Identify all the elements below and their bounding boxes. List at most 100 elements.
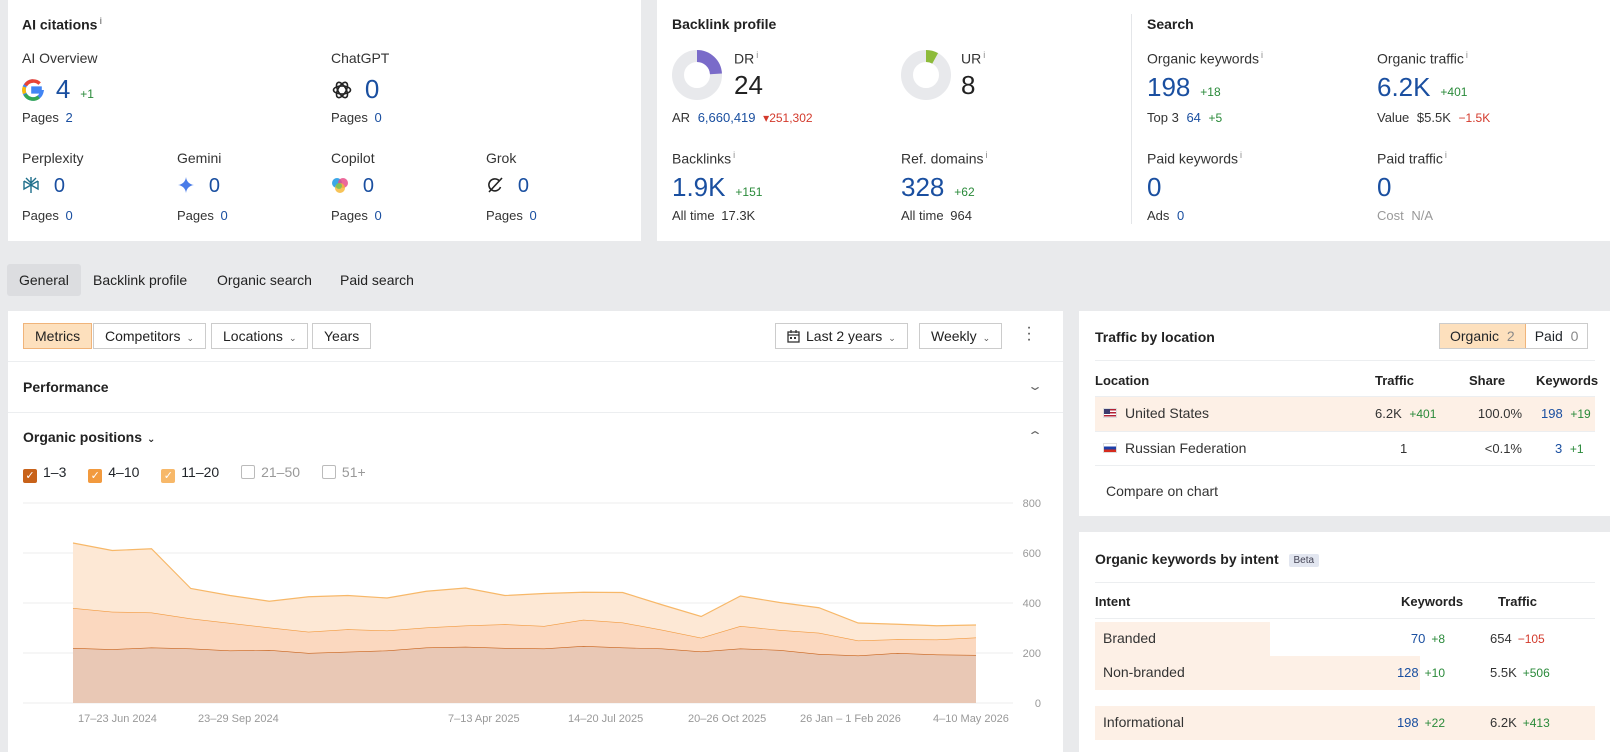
performance-title: Performance xyxy=(23,379,109,395)
checkbox-checked-icon: ✓ xyxy=(23,469,37,483)
gemini-icon xyxy=(177,176,195,197)
copilot-value[interactable]: 0 xyxy=(362,175,375,197)
col-share: Share xyxy=(1469,373,1506,388)
more-options-icon[interactable]: · · · xyxy=(1026,319,1032,348)
filter-metrics-button[interactable]: Metrics xyxy=(23,323,93,349)
ar-value[interactable]: 6,660,419 xyxy=(697,110,756,125)
top3-value[interactable]: 64 xyxy=(1186,110,1201,125)
ur-donut xyxy=(901,50,951,100)
gemini-pages-link[interactable]: 0 xyxy=(220,208,228,223)
top3-row: Top 3 64 +5 xyxy=(1147,110,1223,125)
copilot-pages-link[interactable]: 0 xyxy=(374,208,382,223)
tab-paid-search[interactable]: Paid search xyxy=(340,272,414,288)
share-cell: 100.0% xyxy=(1477,406,1522,421)
us-flag-icon xyxy=(1103,408,1117,418)
info-icon[interactable]: i xyxy=(99,16,102,26)
ref-domains-value[interactable]: 328 xyxy=(901,172,945,202)
chevron-down-icon: ⌄ xyxy=(147,434,156,445)
table-row[interactable] xyxy=(1095,397,1595,431)
chevron-down-icon: ⌄ xyxy=(288,333,297,343)
ai-overview-pages-link[interactable]: 2 xyxy=(65,110,73,125)
header-bottom-divider xyxy=(1095,396,1595,397)
calendar-icon xyxy=(787,326,800,350)
share-cell: <0.1% xyxy=(1484,441,1522,456)
tab-organic-search[interactable]: Organic search xyxy=(217,272,312,288)
intent-keywords-link[interactable]: 128 xyxy=(1396,665,1419,680)
organic-keywords-value-row: 198 +18 xyxy=(1147,72,1221,102)
grok-value-row: 0 xyxy=(486,175,529,198)
toggle-paid[interactable]: Paid 0 xyxy=(1525,324,1588,348)
checkbox-empty-icon xyxy=(241,465,256,479)
organic-traffic-value[interactable]: 6.2K xyxy=(1377,72,1431,102)
expand-chevron-icon[interactable]: ⌄ xyxy=(1026,379,1044,393)
header-bottom-divider xyxy=(1095,618,1595,619)
toolbar-divider xyxy=(8,361,1063,362)
intent-share-bar xyxy=(1095,656,1420,690)
paid-traffic-value[interactable]: 0 xyxy=(1377,172,1392,202)
organic-positions-chart: 800 600 400 200 0 17–23 Jun 2024 23–29 Sep 20… xyxy=(23,498,1041,725)
grok-pages: Pages 0 xyxy=(486,208,537,223)
chatgpt-value[interactable]: 0 xyxy=(364,74,380,104)
ai-overview-value[interactable]: 4 xyxy=(55,74,71,104)
backlinks-value-row: 1.9K +151 xyxy=(672,172,762,203)
gemini-value[interactable]: 0 xyxy=(208,175,221,197)
grok-value[interactable]: 0 xyxy=(517,175,530,197)
organic-traffic-label: Organic traffic i xyxy=(1377,50,1468,67)
copilot-label: Copilot xyxy=(331,150,375,166)
location-cell: Russian Federation xyxy=(1103,440,1246,456)
organic-positions-title[interactable]: Organic positions ⌄ xyxy=(23,429,156,445)
traffic-by-location-card: Traffic by location Organic 2 Paid 0 Loc… xyxy=(1079,311,1610,516)
traffic-cell: 1 xyxy=(1400,441,1408,456)
col-intent: Intent xyxy=(1095,594,1131,609)
backlinks-value[interactable]: 1.9K xyxy=(672,172,726,202)
x-tick-label: 4–10 May 2026 xyxy=(933,713,1009,725)
legend-1-3[interactable]: ✓ 1–3 xyxy=(23,464,66,483)
ai-overview-label: AI Overview xyxy=(22,50,98,66)
table-row[interactable]: Branded 70 +8 654 −105 xyxy=(1095,622,1595,656)
chevron-down-icon: ⌄ xyxy=(888,333,896,343)
filter-locations-button[interactable]: Locations ⌄ xyxy=(211,323,309,349)
ref-domains-all-time: All time 964 xyxy=(901,208,972,223)
interval-select[interactable]: Weekly ⌄ xyxy=(919,323,1003,349)
header-divider xyxy=(1095,582,1595,583)
chatgpt-pages: Pages 0 xyxy=(331,110,382,125)
row-divider xyxy=(1095,465,1595,466)
ref-domains-delta: +62 xyxy=(954,185,975,199)
grok-pages-link[interactable]: 0 xyxy=(529,208,537,223)
organic-keywords-value[interactable]: 198 xyxy=(1147,72,1191,102)
cost-row: Cost N/A xyxy=(1377,208,1434,223)
legend-11-20[interactable]: ✓ 11–20 xyxy=(161,464,219,483)
table-row[interactable]: Non-branded 128 +10 5.5K +506 xyxy=(1095,656,1595,690)
ai-overview-value-row: 4 +1 xyxy=(22,74,94,105)
filter-competitors-button[interactable]: Competitors ⌄ xyxy=(93,323,207,349)
chatgpt-pages-link[interactable]: 0 xyxy=(374,110,382,125)
x-tick-label: 23–29 Sep 2024 xyxy=(198,713,279,725)
beta-badge: Beta xyxy=(1288,554,1320,567)
perplexity-value[interactable]: 0 xyxy=(53,175,66,197)
date-range-select[interactable]: Last 2 years ⌄ xyxy=(775,323,908,349)
line-series-2 xyxy=(72,542,977,627)
intent-keywords-link[interactable]: 70 xyxy=(1410,631,1426,646)
chatgpt-label: ChatGPT xyxy=(331,50,390,66)
paid-keywords-value[interactable]: 0 xyxy=(1147,172,1162,202)
table-row[interactable]: Informational 198 +22 6.2K +413 xyxy=(1095,706,1595,740)
area-series-2 xyxy=(73,543,976,641)
tab-general[interactable]: General xyxy=(7,264,81,296)
y-tick-label: 0 xyxy=(1035,698,1041,710)
legend-21-50[interactable]: 21–50 xyxy=(241,464,300,480)
intent-keywords-link[interactable]: 198 xyxy=(1396,715,1419,730)
legend-51-plus[interactable]: 51+ xyxy=(321,464,366,480)
legend-4-10[interactable]: ✓ 4–10 xyxy=(88,464,139,483)
checkbox-empty-icon xyxy=(321,465,336,479)
ref-domains-label: Ref. domains i xyxy=(901,150,988,167)
filter-years-button[interactable]: Years xyxy=(312,323,372,349)
organic-keywords-label: Organic keywords i xyxy=(1147,50,1264,67)
collapse-chevron-icon[interactable]: ⌃ xyxy=(1026,429,1044,443)
ai-citations-card: AI citations i AI Overview 4 +1 Pages 2 C… xyxy=(8,0,641,241)
compare-on-chart-link[interactable]: Compare on chart xyxy=(1106,483,1219,499)
toggle-organic[interactable]: Organic 2 xyxy=(1440,324,1526,348)
tab-backlink-profile[interactable]: Backlink profile xyxy=(93,272,188,288)
ads-value[interactable]: 0 xyxy=(1177,208,1185,223)
header-divider xyxy=(1095,360,1595,361)
perplexity-pages-link[interactable]: 0 xyxy=(65,208,73,223)
